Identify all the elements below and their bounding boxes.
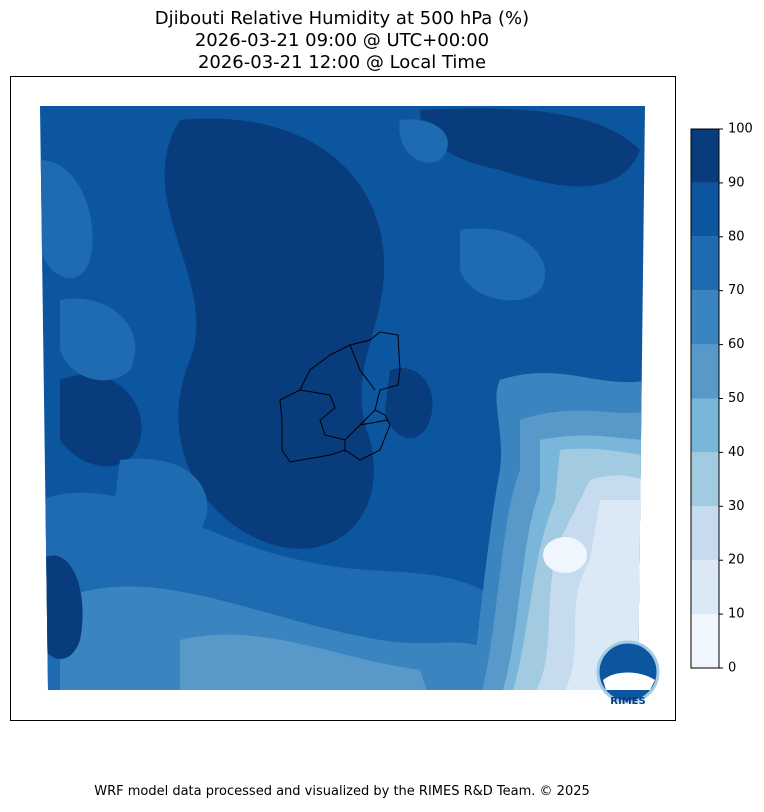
colorbar-tick-label: 70 (728, 283, 745, 298)
colorbar-segment (691, 290, 719, 345)
map-frame (10, 76, 676, 721)
colorbar-segment (691, 182, 719, 237)
colorbar-tick-label: 10 (728, 607, 745, 622)
colorbar-segment (691, 506, 719, 561)
colorbar-segment (691, 560, 719, 615)
colorbar-segment (691, 129, 719, 183)
colorbar-segment (691, 236, 719, 291)
humidity-field (40, 106, 645, 690)
logo: RIMES (596, 640, 660, 707)
colorbar-tick-label: 30 (728, 499, 745, 514)
title-line: 2026-03-21 09:00 @ UTC+00:00 (195, 30, 489, 51)
colorbar-tick-label: 50 (728, 391, 745, 406)
djibouti-borders (279, 331, 401, 463)
colorbar-tick-label: 60 (728, 337, 745, 352)
colorbar-segment (691, 344, 719, 399)
colorbar-tick-label: 40 (728, 445, 745, 460)
colorbar-segment (691, 398, 719, 453)
colorbar-tick-label: 0 (728, 661, 736, 676)
footer: WRF model data processed and visualized … (94, 784, 590, 799)
title-line: Djibouti Relative Humidity at 500 hPa (%… (155, 8, 529, 29)
logo-text: RIMES (610, 696, 645, 707)
colorbar-segment (691, 614, 719, 668)
colorbar-segment (691, 452, 719, 507)
colorbar-tick-label: 80 (728, 229, 745, 244)
colorbar-tick-label: 20 (728, 553, 745, 568)
title-line: 2026-03-21 12:00 @ Local Time (198, 52, 486, 73)
colorbar-tick-label: 90 (728, 175, 745, 190)
colorbar-tick-label: 100 (728, 122, 753, 137)
